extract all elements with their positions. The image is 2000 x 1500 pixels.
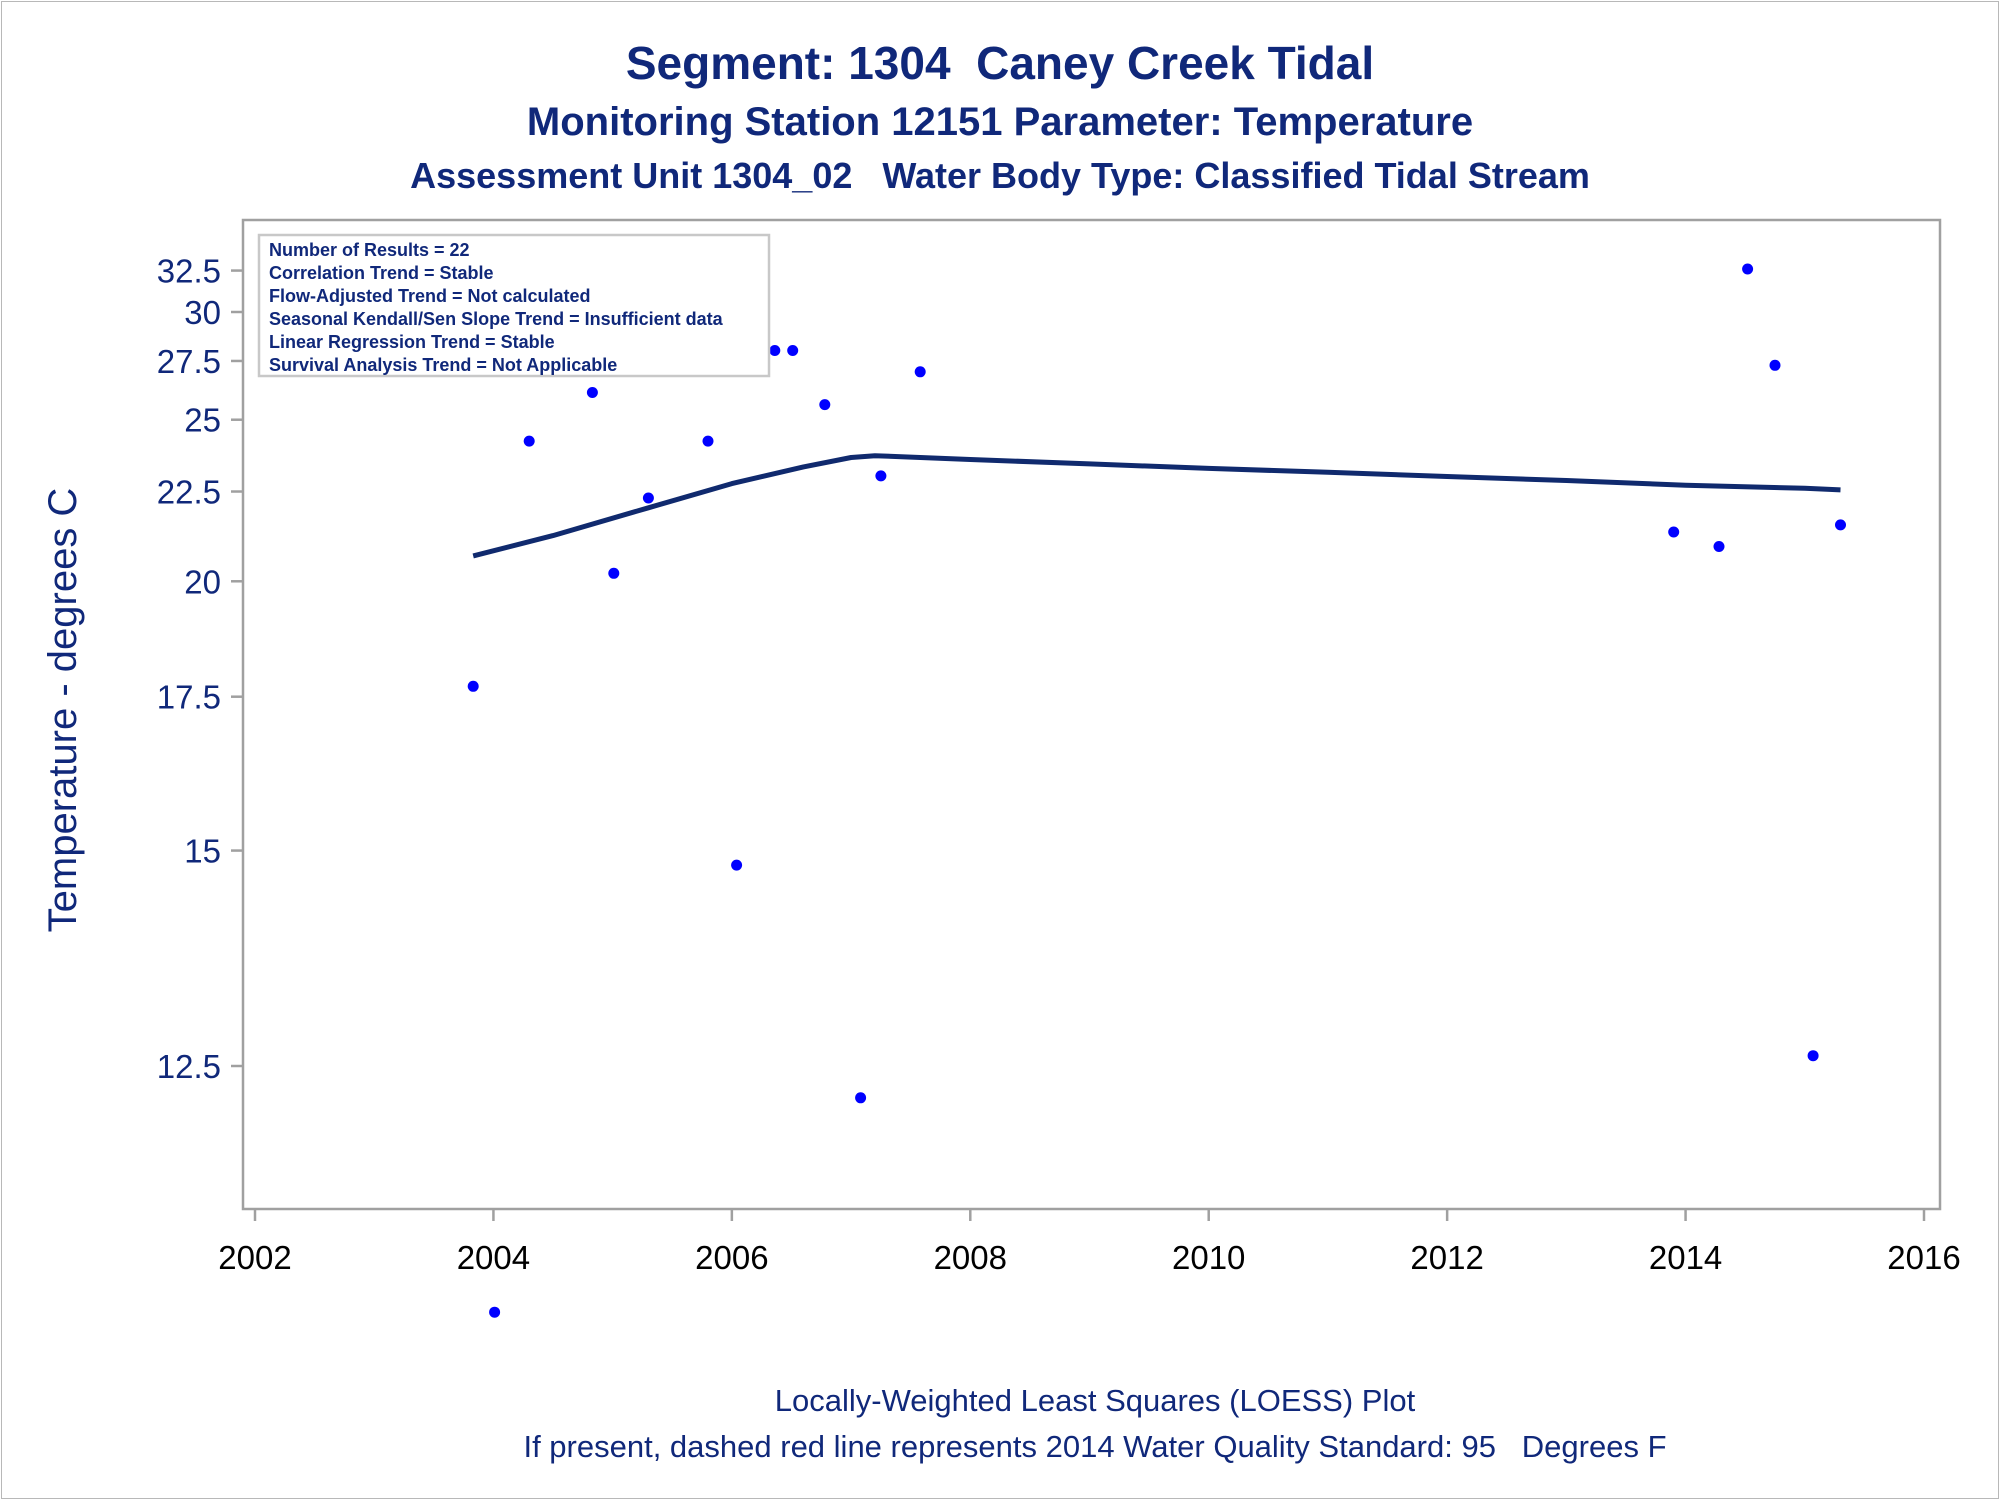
info-box-line: Flow-Adjusted Trend = Not calculated [269, 286, 591, 306]
x-tick-label: 2016 [1887, 1239, 1960, 1276]
info-box: Number of Results = 22 Correlation Trend … [257, 233, 771, 378]
chart-subtitle: Monitoring Station 12151 Parameter: Temp… [526, 100, 1474, 144]
loess-line-group [472, 453, 1841, 559]
data-point [769, 345, 781, 356]
x-tick-label: 2014 [1649, 1239, 1722, 1276]
chart-title: Segment: 1304 Caney Creek Tidal [625, 37, 1375, 89]
y-tick-label: 25 [184, 402, 221, 439]
info-box-line: Survival Analysis Trend = Not Applicable [269, 355, 617, 375]
y-tick-label: 22.5 [157, 474, 221, 511]
y-tick-label: 17.5 [157, 679, 221, 716]
info-box-border [257, 233, 771, 378]
scatter-points-group [467, 263, 1846, 1318]
loess-line [472, 453, 1841, 559]
data-point [1769, 359, 1781, 371]
y-tick-label: 12.5 [157, 1048, 221, 1085]
footnote-loess: Locally-Weighted Least Squares (LOESS) P… [774, 1383, 1416, 1418]
data-point [787, 345, 799, 356]
y-tick-label: 32.5 [157, 253, 221, 290]
x-tick-label: 2010 [1172, 1239, 1245, 1276]
x-tick-label: 2008 [934, 1239, 1007, 1276]
y-tick-label: 20 [184, 563, 221, 600]
data-point [489, 1306, 501, 1318]
info-box-line: Correlation Trend = Stable [269, 263, 494, 283]
footnote-standard: If present, dashed red line represents 2… [523, 1429, 1667, 1464]
x-axis: 2002 2004 2006 2008 2010 2012 2014 2016 [218, 1209, 1961, 1276]
info-box-line: Linear Regression Trend = Stable [269, 332, 555, 352]
data-point [523, 435, 535, 447]
data-point [855, 1092, 867, 1104]
x-tick-label: 2002 [218, 1239, 291, 1276]
chart-subtitle-2: Assessment Unit 1304_02 Water Body Type:… [410, 155, 1590, 196]
data-point [819, 399, 831, 411]
data-point [467, 680, 479, 692]
data-point [1807, 1050, 1819, 1062]
y-axis: 12.5 15 17.5 20 22.5 25 27.5 30 32.5 [157, 253, 243, 1085]
data-point [1713, 541, 1725, 552]
y-tick-label: 15 [184, 833, 221, 870]
x-tick-label: 2004 [457, 1239, 530, 1276]
data-point [642, 492, 654, 504]
data-point [875, 470, 887, 482]
data-point [1742, 263, 1754, 275]
data-point [914, 366, 926, 378]
data-point [731, 859, 743, 871]
data-point [702, 435, 714, 447]
data-point [1668, 526, 1680, 538]
info-box-line: Seasonal Kendall/Sen Slope Trend = Insuf… [269, 309, 724, 329]
data-point [608, 567, 620, 579]
x-tick-label: 2006 [695, 1239, 768, 1276]
info-box-line: Number of Results = 22 [269, 240, 470, 260]
data-point [586, 387, 598, 398]
x-tick-label: 2012 [1410, 1239, 1483, 1276]
y-tick-label: 27.5 [157, 343, 221, 380]
y-axis-label: Temperature - degrees C [41, 488, 85, 933]
plot-area [241, 218, 1942, 1211]
data-point [1835, 519, 1846, 531]
y-tick-label: 30 [184, 294, 221, 331]
